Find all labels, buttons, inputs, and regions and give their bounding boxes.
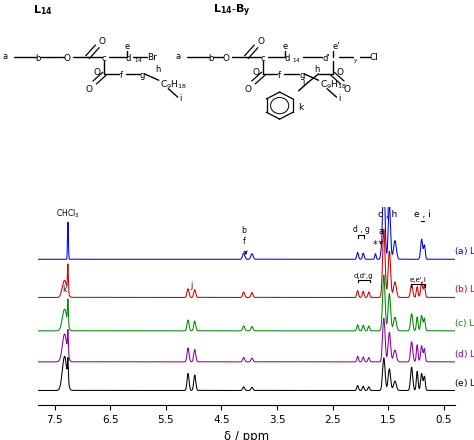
Text: O: O [86,85,92,94]
Text: e: e [283,41,288,51]
Text: e,e',i: e,e',i [410,277,426,283]
Text: c , h: c , h [378,210,397,219]
Text: c: c [261,54,265,63]
Text: $\mathbf{L_{14}}$: $\mathbf{L_{14}}$ [33,4,53,18]
Text: O: O [223,54,230,63]
Text: $_{14}$: $_{14}$ [292,56,301,65]
Text: *: * [373,240,378,250]
Text: e': e' [333,41,340,51]
Text: (b) L$_{14}$-B$_{34}$: (b) L$_{14}$-B$_{34}$ [455,284,474,297]
Text: O: O [344,85,351,94]
Text: O: O [245,85,251,94]
Text: C$_9$H$_{18}$: C$_9$H$_{18}$ [320,78,347,91]
Text: d': d' [322,54,330,63]
Text: $\mathbf{L_{14}\text{-}B_y}$: $\mathbf{L_{14}\text{-}B_y}$ [213,2,251,19]
Text: CHCl$_3$: CHCl$_3$ [56,207,80,220]
Text: a: a [2,52,8,61]
Text: O: O [257,37,264,46]
Text: b: b [36,54,41,63]
Text: b: b [209,54,214,63]
Text: h: h [155,65,161,74]
Text: e: e [124,41,130,51]
Text: f: f [278,71,281,80]
Text: (d) L$_{14}$-B$_{64}$: (d) L$_{14}$-B$_{64}$ [455,348,474,361]
Text: j: j [190,281,192,290]
Text: (a) L$_{14}$: (a) L$_{14}$ [455,246,474,258]
Text: k: k [298,103,303,112]
Text: d,d',g: d,d',g [354,273,374,279]
Text: $_y$: $_y$ [353,57,359,66]
Text: k: k [63,285,67,293]
X-axis label: δ / ppm: δ / ppm [224,430,269,440]
Text: i: i [179,94,182,103]
Text: a: a [379,227,383,244]
Text: d: d [126,54,131,63]
Text: j: j [302,78,304,87]
Text: g: g [140,71,145,80]
Text: e , i: e , i [414,210,431,219]
Text: d , g: d , g [353,225,370,234]
Text: (c) L$_{14}$-B$_{46}$: (c) L$_{14}$-B$_{46}$ [455,317,474,330]
Text: (e) L$_{14}$-B$_{74}$: (e) L$_{14}$-B$_{74}$ [455,377,474,389]
Text: a: a [175,52,181,61]
Text: $_{14}$: $_{14}$ [134,56,143,65]
Text: Cl: Cl [370,52,379,62]
Text: d: d [284,54,290,63]
Text: O: O [99,37,106,46]
Text: f: f [119,71,122,80]
Text: O: O [64,54,71,63]
Text: g: g [300,71,305,80]
Text: Br: Br [147,52,157,62]
Text: O: O [93,68,100,77]
Text: c: c [102,54,107,63]
Text: C$_9$H$_{18}$: C$_9$H$_{18}$ [160,78,187,91]
Text: O: O [252,68,259,77]
Text: h: h [314,65,319,74]
Text: b
f: b f [241,227,247,254]
Text: O: O [337,68,344,77]
Text: i: i [338,94,340,103]
